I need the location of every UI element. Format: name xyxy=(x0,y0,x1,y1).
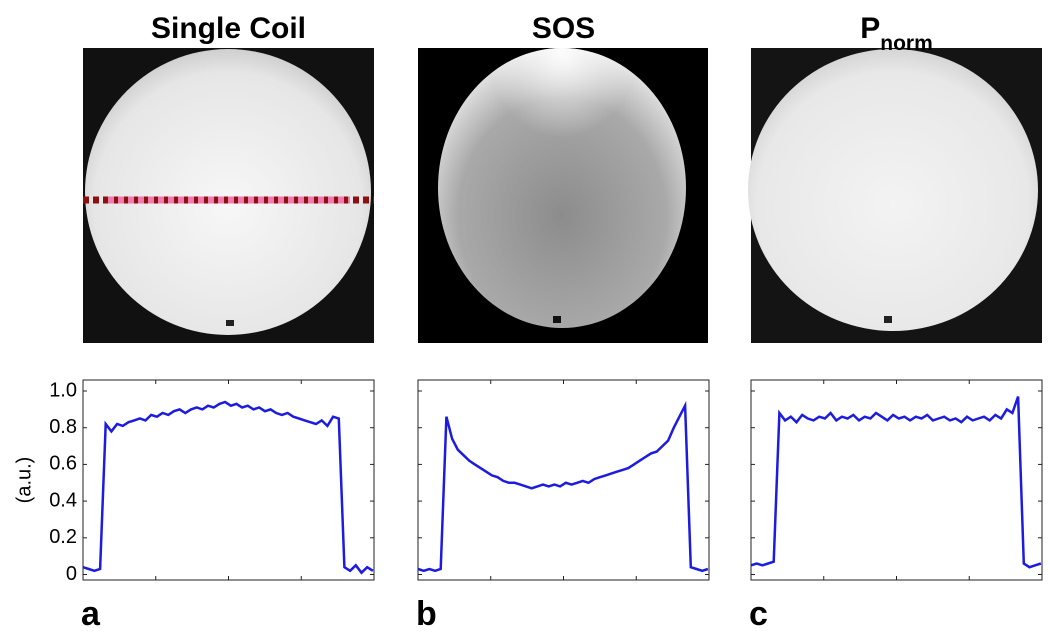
panel-label: b xyxy=(416,595,437,633)
y-tick-label: 0.8 xyxy=(49,416,77,438)
phantom xyxy=(748,49,1038,331)
chart-title: Single Coil xyxy=(151,12,306,45)
phantom-notch xyxy=(226,320,234,326)
profile-line xyxy=(750,396,1042,569)
phantom-highlight xyxy=(438,48,686,328)
y-tick-label: 0.4 xyxy=(49,489,77,511)
title-text: SOS xyxy=(532,12,595,45)
profile-line xyxy=(417,400,709,573)
mri-images xyxy=(83,48,1042,343)
y-tick-label: 0.6 xyxy=(49,453,77,475)
title-subscript: norm xyxy=(880,32,933,55)
chart-title: SOS xyxy=(532,12,595,45)
axes-frame xyxy=(750,379,1043,581)
y-tick-label: 1.0 xyxy=(49,379,77,401)
phantom-notch xyxy=(553,316,561,323)
panel-label: c xyxy=(749,595,768,633)
phantom xyxy=(85,49,371,335)
chart-title: Pnorm xyxy=(860,12,933,55)
y-tick-label: 0 xyxy=(66,563,77,585)
panel-label: a xyxy=(81,595,101,633)
phantom-notch xyxy=(884,316,892,323)
title-text: P xyxy=(860,12,880,45)
title-text: Single Coil xyxy=(151,12,306,45)
profile-line xyxy=(82,400,374,575)
y-tick-label: 0.2 xyxy=(49,526,77,548)
y-axis-label: (a.u.) xyxy=(13,457,35,504)
axes-frame xyxy=(417,379,710,581)
axes-frame xyxy=(82,379,375,581)
